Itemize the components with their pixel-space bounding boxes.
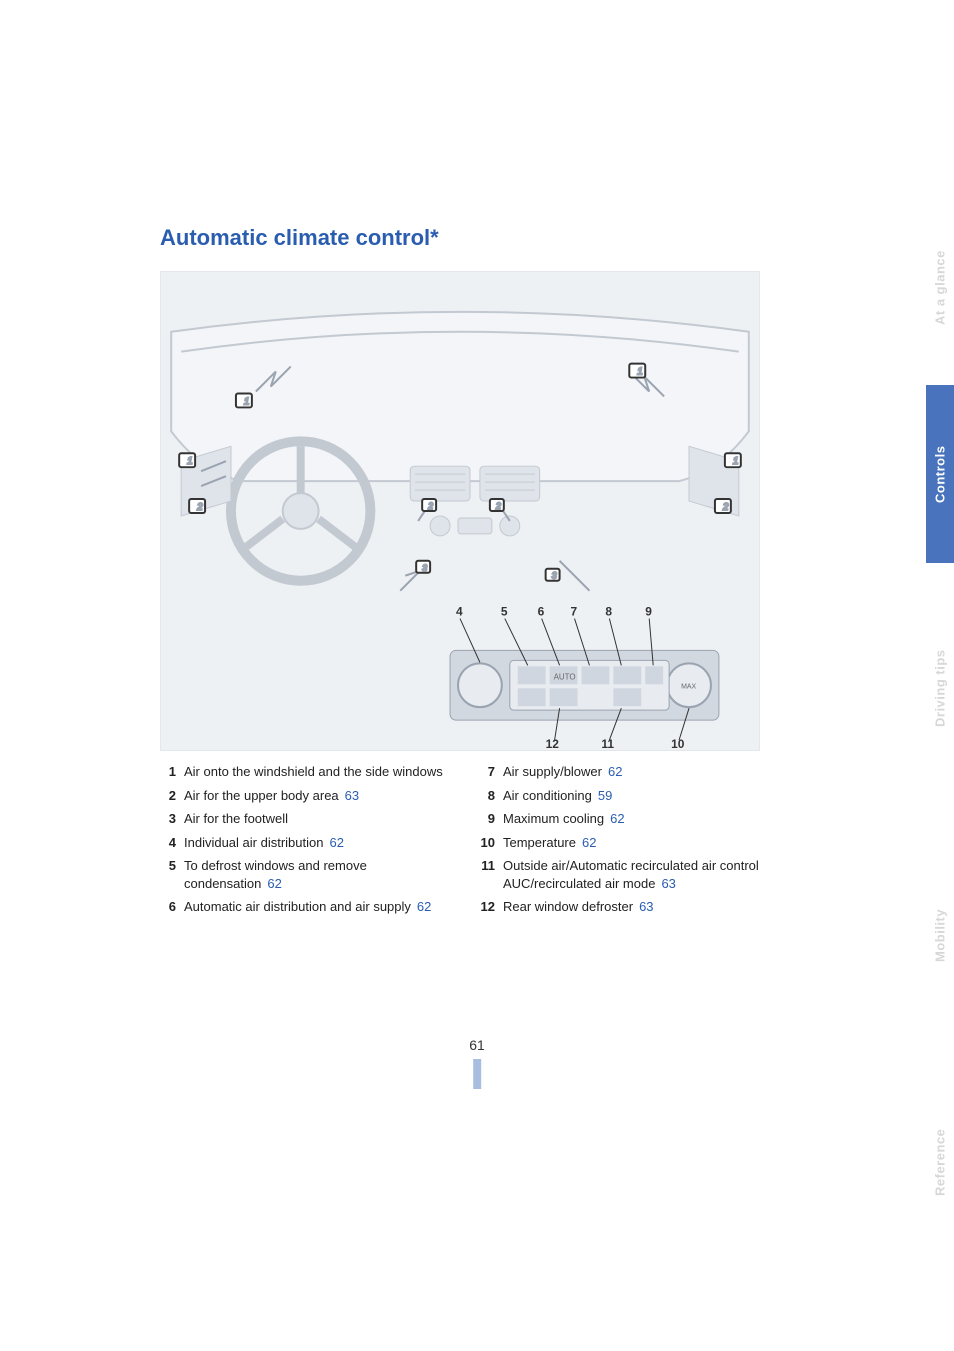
legend-text: Air conditioning59	[503, 787, 780, 805]
legend-text: Air for the upper body area63	[184, 787, 461, 805]
svg-text:5: 5	[501, 605, 508, 619]
page-ref-link[interactable]: 62	[329, 835, 343, 850]
svg-text:3: 3	[552, 571, 557, 581]
legend-col-left: 1Air onto the windshield and the side wi…	[160, 763, 461, 922]
svg-text:MAX: MAX	[681, 683, 696, 690]
legend-item: 6Automatic air distribution and air supp…	[160, 898, 461, 916]
legend-number: 1	[160, 763, 184, 781]
legend-text: Air onto the windshield and the side win…	[184, 763, 461, 781]
legend-item: 10Temperature62	[479, 834, 780, 852]
legend-number: 8	[479, 787, 503, 805]
svg-text:9: 9	[645, 605, 652, 619]
legend: 1Air onto the windshield and the side wi…	[160, 763, 780, 922]
legend-item: 9Maximum cooling62	[479, 810, 780, 828]
legend-text: Temperature62	[503, 834, 780, 852]
legend-item: 2Air for the upper body area63	[160, 787, 461, 805]
legend-item: 11Outside air/Automatic recirculated air…	[479, 857, 780, 892]
page-ref-link[interactable]: 62	[608, 764, 622, 779]
svg-text:7: 7	[571, 605, 578, 619]
legend-text: Rear window defroster63	[503, 898, 780, 916]
page-ref-link[interactable]: 62	[417, 899, 431, 914]
page-ref-link[interactable]: 62	[610, 811, 624, 826]
svg-text:6: 6	[538, 605, 545, 619]
svg-text:3: 3	[422, 563, 427, 573]
legend-item: 8Air conditioning59	[479, 787, 780, 805]
tab-driving-tips[interactable]: Driving tips	[926, 563, 954, 813]
svg-text:11: 11	[601, 737, 614, 750]
legend-text: Maximum cooling62	[503, 810, 780, 828]
legend-item: 1Air onto the windshield and the side wi…	[160, 763, 461, 781]
legend-number: 3	[160, 810, 184, 828]
legend-number: 6	[160, 898, 184, 916]
tab-reference[interactable]: Reference	[926, 1017, 954, 1307]
page-ref-link[interactable]: 63	[661, 876, 675, 891]
tab-controls[interactable]: Controls	[926, 385, 954, 563]
svg-text:10: 10	[671, 737, 685, 750]
legend-text: Air supply/blower62	[503, 763, 780, 781]
legend-number: 7	[479, 763, 503, 781]
page-ref-link[interactable]: 59	[598, 788, 612, 803]
side-tabs: At a glance Controls Driving tips Mobili…	[926, 0, 954, 1351]
svg-text:4: 4	[456, 605, 463, 619]
page-ref-link[interactable]: 62	[582, 835, 596, 850]
svg-text:1: 1	[733, 456, 739, 467]
legend-item: 12Rear window defroster63	[479, 898, 780, 916]
page-ref-link[interactable]: 62	[267, 876, 281, 891]
svg-text:AUTO: AUTO	[554, 672, 576, 681]
page-ref-link[interactable]: 63	[639, 899, 653, 914]
legend-number: 5	[160, 857, 184, 892]
legend-number: 10	[479, 834, 503, 852]
legend-text: To defrost windows and remove condensati…	[184, 857, 461, 892]
legend-number: 4	[160, 834, 184, 852]
page-marker	[473, 1059, 481, 1089]
legend-number: 12	[479, 898, 503, 916]
legend-item: 4Individual air distribution62	[160, 834, 461, 852]
svg-text:2: 2	[495, 501, 501, 511]
svg-text:2: 2	[196, 502, 203, 513]
legend-item: 7Air supply/blower62	[479, 763, 780, 781]
legend-text: Individual air distribution62	[184, 834, 461, 852]
svg-text:8: 8	[605, 605, 612, 619]
legend-number: 9	[479, 810, 503, 828]
legend-col-right: 7Air supply/blower628Air conditioning599…	[479, 763, 780, 922]
svg-text:2: 2	[722, 502, 729, 513]
content-area: Automatic climate control*	[160, 225, 780, 922]
svg-text:1: 1	[637, 367, 643, 378]
tab-at-a-glance[interactable]: At a glance	[926, 190, 954, 385]
legend-text: Automatic air distribution and air suppl…	[184, 898, 461, 916]
section-title: Automatic climate control*	[160, 225, 780, 251]
legend-item: 5To defrost windows and remove condensat…	[160, 857, 461, 892]
legend-text: Outside air/Automatic recirculated air c…	[503, 857, 780, 892]
legend-item: 3Air for the footwell	[160, 810, 461, 828]
page-ref-link[interactable]: 63	[345, 788, 359, 803]
legend-text: Air for the footwell	[184, 810, 461, 828]
svg-text:1: 1	[244, 396, 250, 407]
legend-number: 11	[479, 857, 503, 892]
svg-text:1: 1	[187, 456, 193, 467]
manual-page: At a glance Controls Driving tips Mobili…	[0, 0, 954, 1351]
legend-number: 2	[160, 787, 184, 805]
climate-diagram: 1 1 1 2 1 2	[160, 271, 760, 751]
page-number: 61	[469, 1037, 485, 1089]
svg-text:2: 2	[427, 501, 433, 511]
svg-text:12: 12	[546, 737, 560, 750]
